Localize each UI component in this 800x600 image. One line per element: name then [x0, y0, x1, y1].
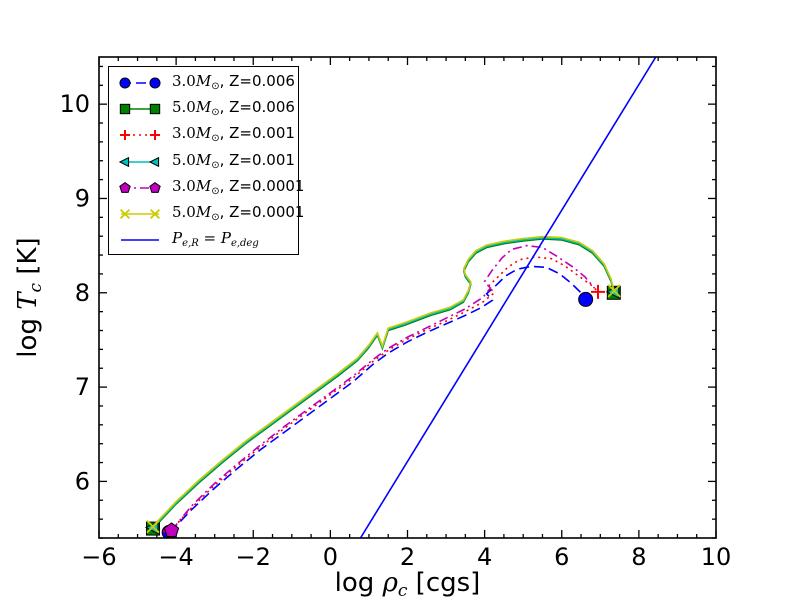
series-m30z001	[169, 256, 599, 532]
legend-label-m50z0001: 5.0M⊙, Z=0.0001	[172, 203, 305, 224]
y-tick-labels: 6 7 8 9 10	[59, 90, 90, 495]
x-axis-label: log ρc [cgs]	[335, 568, 481, 600]
legend-sample-m30z001	[119, 130, 161, 141]
legend-entry-pline: Pe,R = Pe,deg	[109, 227, 298, 253]
y-axis-label: log Tc [K]	[13, 237, 46, 357]
svg-text:2: 2	[400, 543, 415, 571]
plot-frame	[98, 56, 717, 539]
legend-label-m50z006: 5.0M⊙, Z=0.006	[172, 98, 295, 119]
svg-text:−4: −4	[158, 543, 193, 571]
legend-sample-m30z006	[119, 77, 161, 89]
svg-text:0: 0	[323, 543, 338, 571]
svg-text:8: 8	[631, 543, 646, 571]
chart-series	[144, 57, 657, 538]
legend-sample-m30z0001	[119, 181, 161, 193]
svg-text:4: 4	[477, 543, 492, 571]
legend-label-m50z001: 5.0M⊙, Z=0.001	[172, 150, 295, 171]
x-tick-labels: −6 −4 −2 0 2 4 6 8 10	[81, 543, 731, 571]
series-m30z006	[169, 265, 587, 533]
legend-sample-pline	[121, 239, 159, 242]
svg-text:−6: −6	[81, 543, 116, 571]
legend-label-m30z001: 3.0M⊙, Z=0.001	[172, 124, 295, 145]
legend-label-m30z0001: 3.0M⊙, Z=0.0001	[172, 176, 305, 197]
legend-label-m30z006: 3.0M⊙, Z=0.006	[172, 72, 295, 93]
legend-entry-m50z006: 5.0M⊙, Z=0.006	[109, 96, 298, 122]
series-m50z0001	[152, 235, 615, 527]
svg-text:6: 6	[554, 543, 569, 571]
legend-entry-m30z0001: 3.0M⊙, Z=0.0001	[109, 175, 304, 201]
svg-text:10: 10	[59, 90, 90, 118]
svg-text:8: 8	[75, 279, 90, 307]
svg-text:−2: −2	[236, 543, 271, 571]
legend-label-pline: Pe,R = Pe,deg	[172, 229, 259, 250]
svg-text:6: 6	[75, 467, 90, 495]
series-m50z001	[152, 237, 615, 528]
svg-text:9: 9	[75, 184, 90, 212]
legend-entry-m30z006: 3.0M⊙, Z=0.006	[109, 70, 298, 96]
series-m30z0001	[170, 244, 596, 532]
legend-sample-m50z0001	[120, 209, 160, 219]
legend-entry-m50z0001: 5.0M⊙, Z=0.0001	[109, 201, 304, 227]
legend-box: 3.0M⊙, Z=0.006 5.0M⊙, Z=0.006 3.0M⊙, Z=0.0…	[108, 66, 304, 255]
legend-entry-m30z001: 3.0M⊙, Z=0.001	[109, 122, 298, 148]
svg-text:7: 7	[75, 373, 90, 401]
legend-sample-m50z001	[118, 156, 160, 167]
svg-text:10: 10	[701, 543, 732, 571]
legend-sample-m50z006	[119, 104, 161, 115]
series-m50z006	[152, 238, 615, 530]
series-pline	[359, 57, 657, 538]
legend-entry-m50z001: 5.0M⊙, Z=0.001	[109, 149, 298, 175]
